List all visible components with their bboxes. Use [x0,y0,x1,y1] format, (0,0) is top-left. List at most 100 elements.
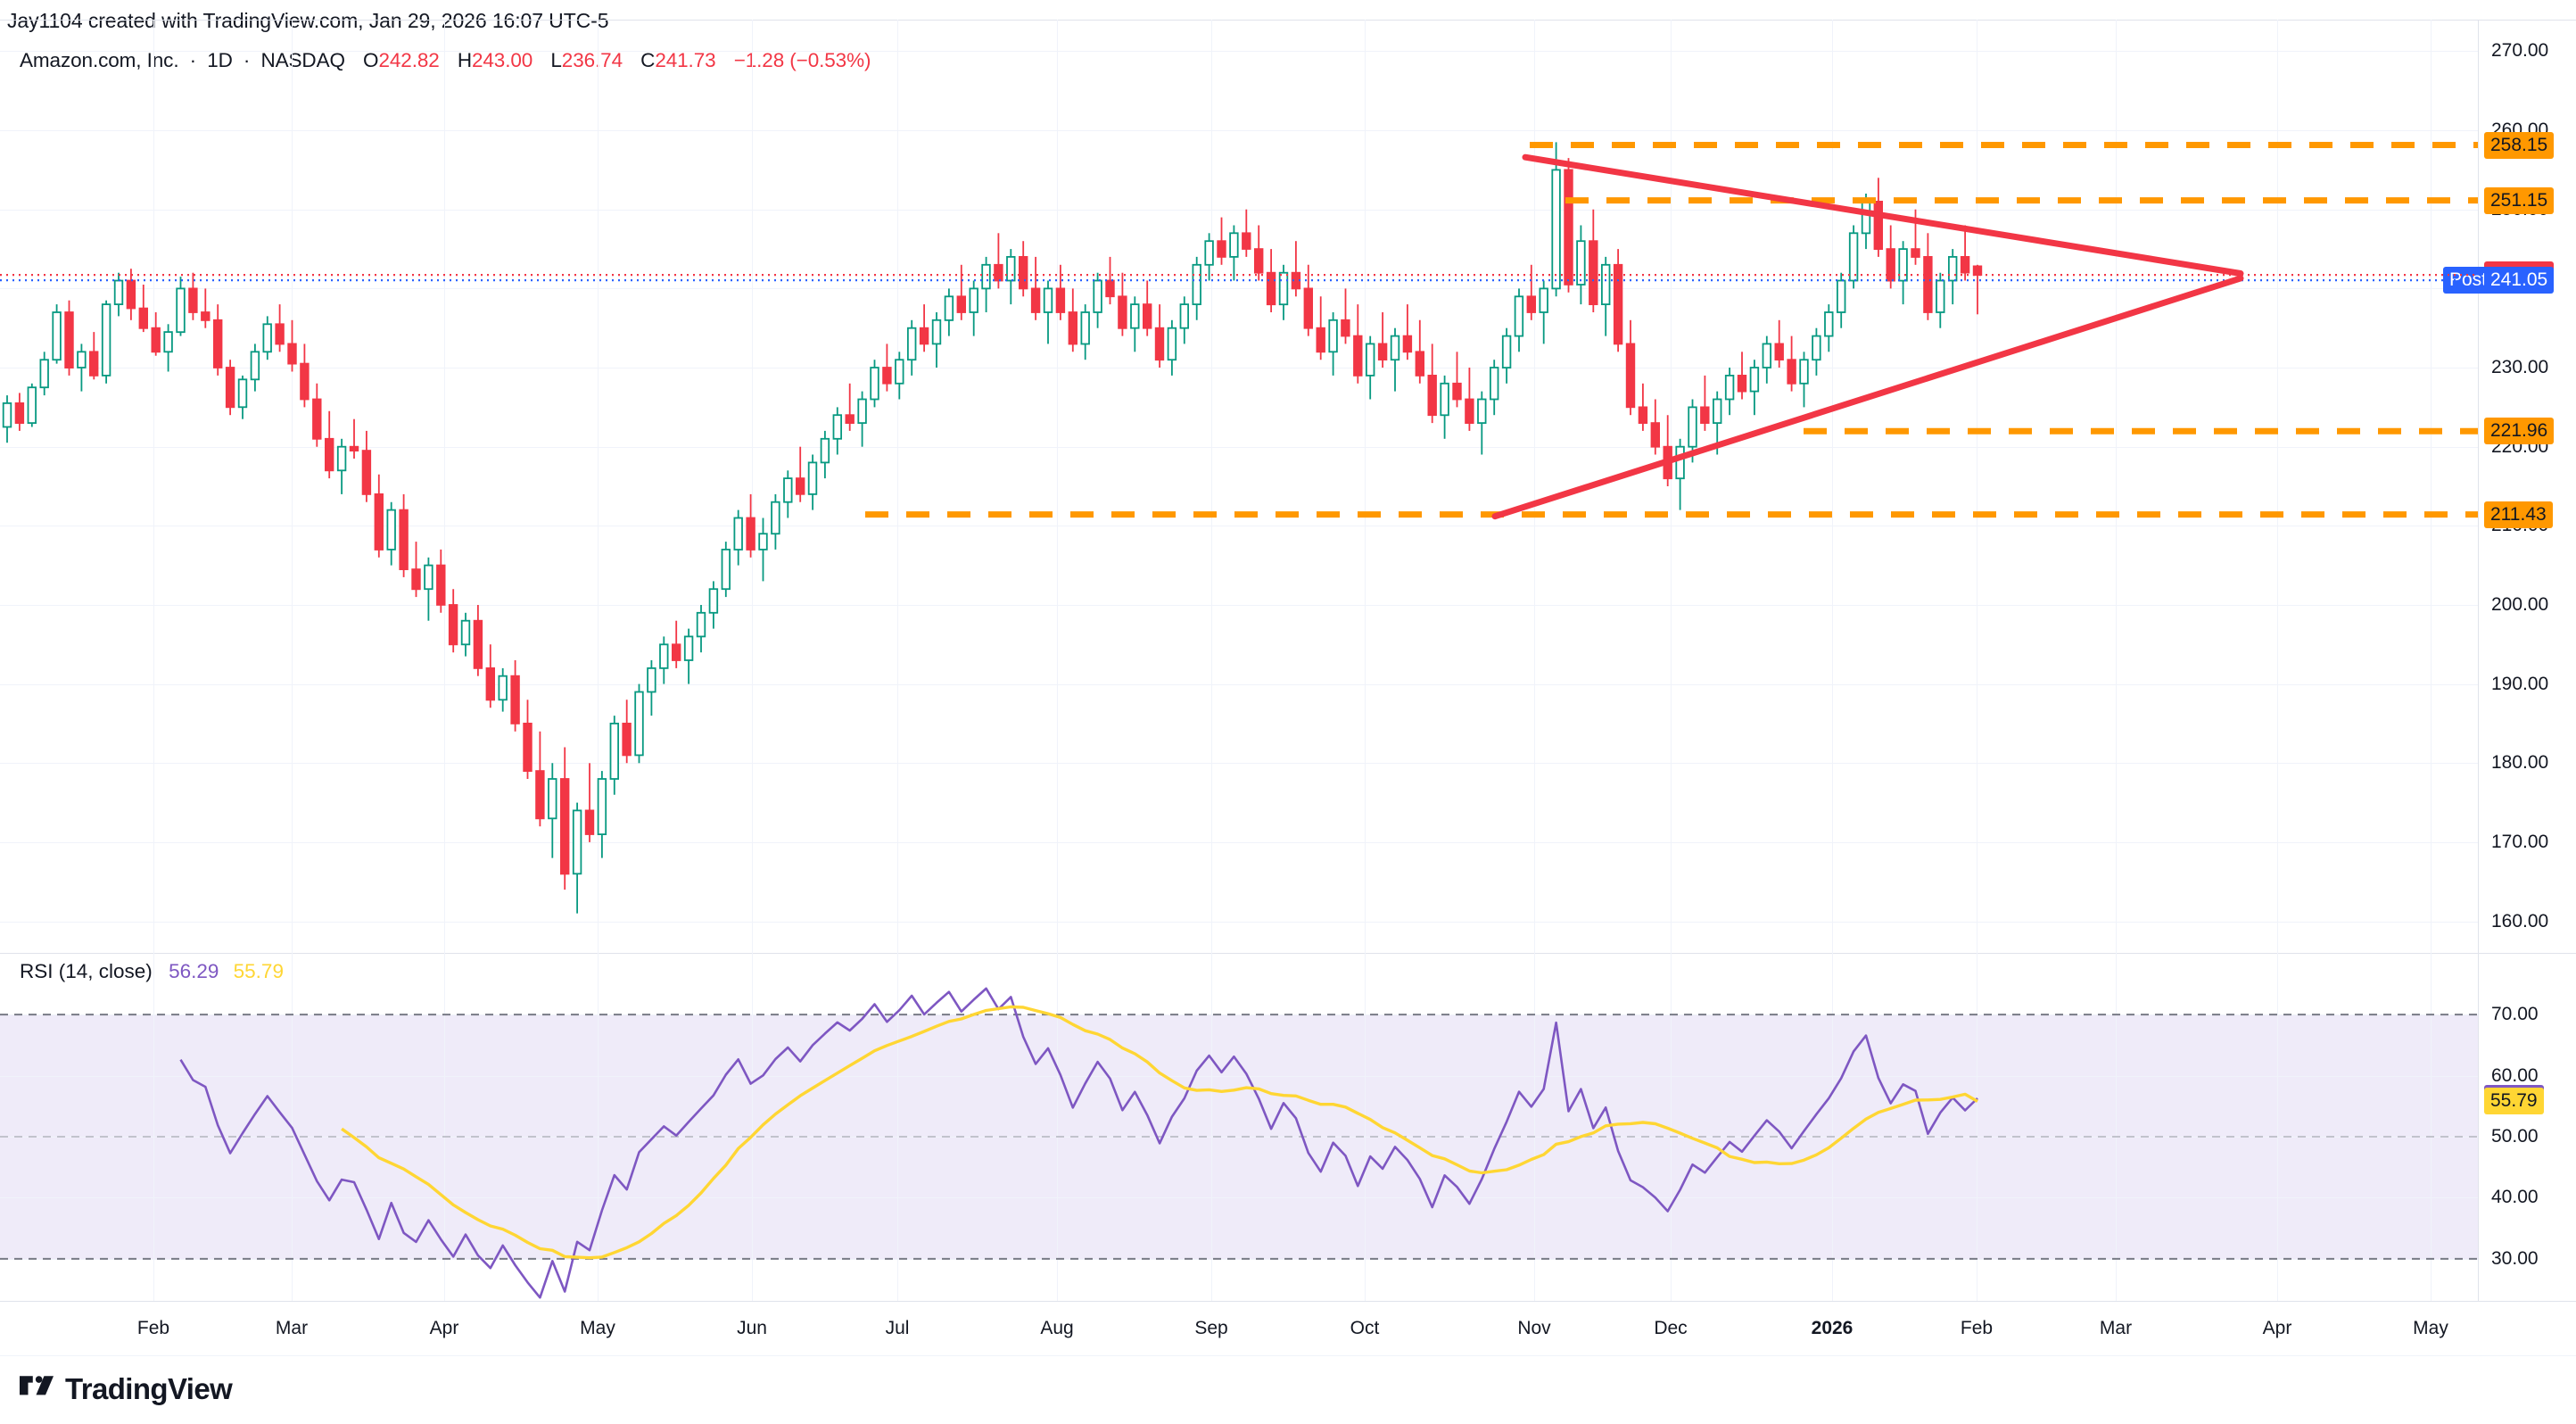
time-gridline [1365,20,1366,953]
candle-body [584,809,595,835]
time-tick-label: Feb [1960,1318,1994,1338]
candle-body [1625,343,1636,409]
price-gridline [0,683,2478,685]
candle-body [77,351,87,368]
candle-body [1960,255,1970,274]
candle-body [783,477,793,503]
candle-body [919,327,929,345]
candle-body [721,549,731,591]
candle-body [981,263,991,290]
tradingview-wordmark: TradingView [65,1372,233,1405]
price-gridline [0,841,2478,843]
price-badge-support-211[interactable]: 211.43 [2484,501,2553,528]
candle-body [14,402,25,424]
price-tick-label: 180.00 [2491,752,2549,774]
candle-body [1192,263,1201,305]
candle-body [832,414,843,440]
candle-body [882,367,892,385]
candle-body [262,323,272,353]
candle-body [1564,169,1573,286]
rsi-badge-rsi-ma-value[interactable]: 55.79 [2484,1088,2544,1115]
candle-body [1477,398,1487,425]
candle-body [1118,295,1127,329]
candle-body [424,564,433,591]
candle-body [52,311,62,361]
header-divider [0,20,2576,21]
candle-body [448,604,458,646]
candle-body [1836,279,1846,313]
candle-body [535,770,545,820]
price-tick-label: 190.00 [2491,673,2549,694]
trendline-lower-ascending[interactable] [1491,275,2244,520]
candle-body [1303,287,1314,329]
rsi-gridline [0,1197,2478,1199]
candle-body [708,588,719,614]
price-gridline [0,288,2478,290]
candle-body [176,287,186,334]
price-axis[interactable]: 270.00260.00250.00240.00230.00220.00210.… [2443,20,2576,953]
price-badge-support-221[interactable]: 221.96 [2484,418,2555,445]
candle-body [312,398,322,440]
time-tick-label: Jun [737,1318,767,1338]
candle-body [1316,327,1325,353]
candle-body [1328,319,1338,353]
time-gridline [1057,20,1058,953]
candle-body [1787,359,1796,385]
candle-body [807,461,818,495]
candle-body [944,295,954,321]
time-gridline [153,953,154,1301]
trendline-upper-descending[interactable] [1522,153,2244,277]
price-tick-label: 200.00 [2491,593,2549,615]
candle-body [1068,311,1078,345]
candle-body [1217,240,1226,258]
rsi-tick-label: 70.00 [2491,1004,2539,1025]
candle-body [820,437,830,464]
candle-body [188,287,198,313]
rsi-gridline [0,1258,2478,1260]
candle-body [1402,335,1413,353]
candle-body [560,778,570,875]
candle-body [1713,398,1722,425]
candle-body [101,303,111,377]
time-gridline [2431,953,2432,1301]
candle-body [1774,343,1784,360]
time-gridline [598,953,599,1301]
candle-body [1452,382,1462,401]
candle-body [683,635,694,661]
price-badge-resistance-251[interactable]: 251.15 [2484,186,2555,214]
time-gridline [292,20,293,953]
pane-divider [0,953,2576,954]
price-badge-resistance-258[interactable]: 258.15 [2484,131,2555,159]
candle-body [1080,311,1090,345]
legend-symbol-name: Amazon.com, Inc. [20,49,179,71]
candle-body [1936,279,1945,313]
candle-body [361,450,372,495]
rsi-current-value: 56.29 [169,960,219,982]
legend-high-value: 243.00 [471,49,533,71]
rsi-tick-label: 50.00 [2491,1126,2539,1147]
candle-body [771,501,780,535]
candle-body [659,643,669,669]
legend-change: −1.28 (−0.53%) [733,49,871,71]
time-tick-label: Apr [429,1318,459,1338]
time-tick-label: Nov [1517,1318,1551,1338]
rsi-legend[interactable]: RSI (14, close) 56.29 55.79 [20,960,284,983]
rsi-tick-label: 60.00 [2491,1064,2539,1086]
candle-body [225,367,235,409]
time-gridline [2116,20,2117,953]
candle-body [113,279,124,306]
time-axis[interactable]: Feb Mar Apr May Jun Jul Aug Sep Oct Nov Dec 2026 Feb… [0,1301,2576,1356]
time-tick-label: May [580,1318,615,1338]
price-gridline [0,446,2478,448]
price-badge-post-market[interactable]: 241.05 [2484,267,2555,294]
candle-body [1911,248,1920,258]
symbol-legend[interactable]: Amazon.com, Inc. · 1D · NASDAQ O242.82 H… [20,49,871,72]
candle-body [1366,343,1375,377]
candle-body [1341,319,1350,337]
candle-body [647,667,656,693]
candle-body [275,323,285,345]
candle-body [1242,232,1251,250]
time-tick-label: Feb [136,1318,170,1338]
legend-interval: 1D [207,49,233,71]
